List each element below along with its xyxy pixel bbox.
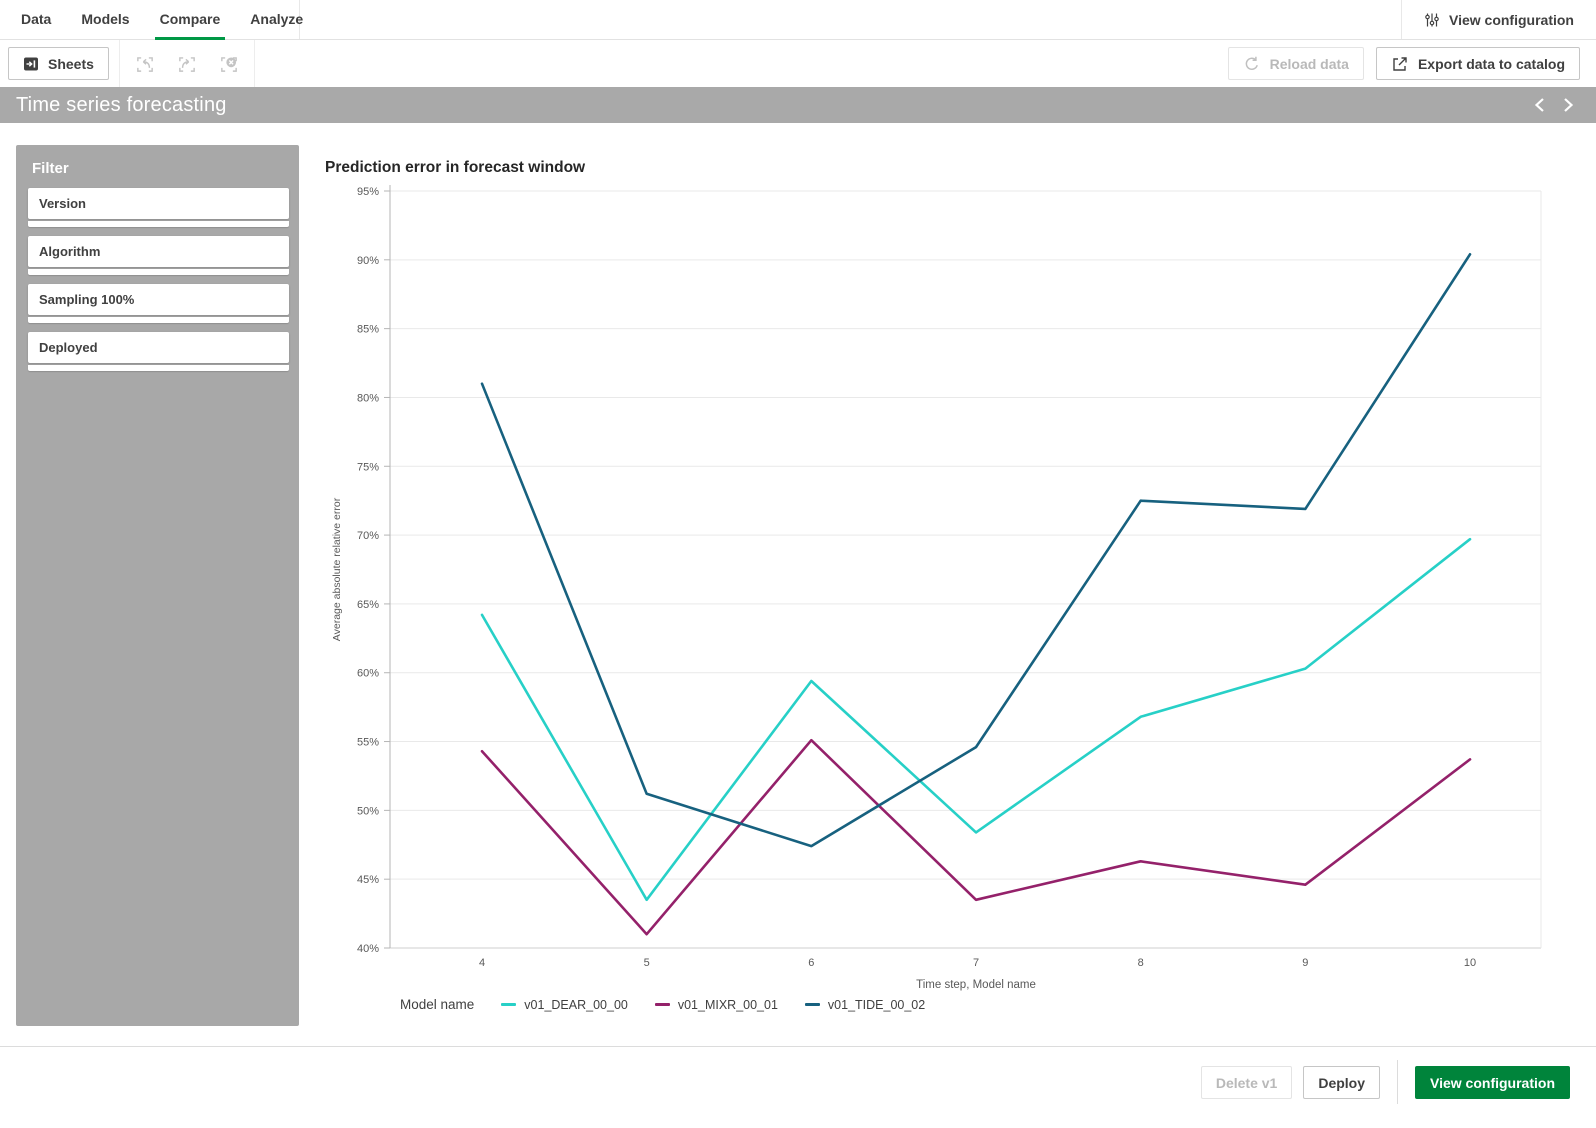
reload-data-label: Reload data [1269,55,1349,72]
clear-selections-button[interactable] [218,53,240,75]
previous-sheet-button[interactable] [1534,97,1545,113]
tab-compare[interactable]: Compare [154,0,226,40]
x-tick-label: 4 [479,957,485,969]
export-data-label: Export data to catalog [1417,55,1565,72]
toolbar: Sheets [0,40,1596,87]
filter-item-body [28,269,289,275]
line-chart: 40% 45% 50% 55% 60% 65% 70% 75% 80% 85% 90% 95% 4 5 6 7… [331,185,1542,991]
legend-label: v01_MIXR_00_01 [677,997,778,1012]
y-axis-title: Average absolute relative error [331,497,343,641]
x-tick-label: 8 [1138,957,1144,969]
legend-label: v01_TIDE_00_02 [827,997,926,1012]
export-icon [1393,56,1407,71]
undo-selection-button[interactable] [134,53,156,75]
tab-models[interactable]: Models [81,11,130,27]
legend-entry-v01_MIXR_00_01[interactable]: v01_MIXR_00_01 [654,997,778,1012]
legend-title: Model name [400,997,475,1012]
chart-title: Prediction error in forecast window [325,159,586,176]
legend-entry-v01_TIDE_00_02[interactable]: v01_TIDE_00_02 [804,997,926,1012]
filter-item-label: Sampling 100% [28,284,289,315]
reload-data-button[interactable]: Reload data [1227,47,1364,80]
legend-swatch [501,1003,517,1006]
y-tick-label: 55% [357,737,379,749]
chevron-right-icon [1564,98,1574,112]
toolbar-right: Reload data Export data to catalog [1227,47,1580,80]
series-line-v01_MIXR_00_01[interactable] [480,738,1472,936]
chart-card: Prediction error in forecast window 40% 4… [316,152,1584,1036]
y-tick-label: 80% [357,392,379,404]
footer-divider [1397,1060,1399,1104]
y-tick-label: 95% [357,186,379,198]
y-tick-label: 90% [357,255,379,267]
filter-item-label: Algorithm [28,236,289,267]
legend-label: v01_DEAR_00_00 [524,997,628,1012]
sheets-icon [24,57,38,70]
nav-tabs: Data Models Compare Analyze [0,0,303,40]
filter-item-label: Deployed [28,332,289,363]
redo-selection-icon [179,56,195,72]
series-line-v01_TIDE_00_02[interactable] [480,253,1472,848]
filter-panel-header: Filter [32,160,69,177]
x-tick-label: 5 [644,957,650,969]
export-data-button[interactable]: Export data to catalog [1375,47,1580,80]
redo-selection-button[interactable] [176,53,198,75]
footer-action-bar: Delete v1 Deploy View configuration [0,1046,1596,1127]
filter-item-body [28,365,289,371]
x-tick-label: 9 [1302,957,1308,969]
y-tick-label: 75% [357,461,379,473]
filter-panel: Filter Version Algorithm Sampling 100% Depl… [16,145,299,1026]
top-nav: Data Models Compare Analyze View configurat… [0,0,1596,40]
y-tick-label: 45% [357,874,379,886]
y-tick-label: 50% [357,805,379,817]
x-axis-title: Time step, Model name [916,979,1036,991]
content-area: Filter Version Algorithm Sampling 100% Depl… [0,123,1596,1046]
view-configuration-nav-label: View configuration [1449,11,1574,28]
filter-item-deployed[interactable]: Deployed [28,332,289,371]
sheets-button[interactable]: Sheets [8,47,109,80]
view-configuration-nav-button[interactable]: View configuration [1401,0,1596,39]
view-configuration-button[interactable]: View configuration [1415,1066,1570,1099]
undo-selection-icon [137,56,153,72]
y-tick-label: 85% [357,324,379,336]
filter-items: Version Algorithm Sampling 100% Deployed [16,188,299,371]
filter-item-label: Version [28,188,289,219]
chevron-left-icon [1534,98,1544,112]
selection-toolbar [118,40,255,87]
y-tick-label: 70% [357,530,379,542]
clear-selections-icon [221,56,237,72]
sliders-icon [1425,13,1439,26]
y-tick-label: 65% [357,599,379,611]
filter-item-body [28,221,289,227]
y-tick-label: 60% [357,668,379,680]
filter-item-sampling-100-[interactable]: Sampling 100% [28,284,289,323]
sheets-button-label: Sheets [48,55,94,72]
x-tick-label: 10 [1464,957,1476,969]
tab-data[interactable]: Data [21,11,52,27]
sheet-navigation [1534,97,1574,113]
x-tick-label: 7 [973,957,979,969]
filter-item-version[interactable]: Version [28,188,289,227]
x-tick-label: 6 [808,957,814,969]
legend-entry-v01_DEAR_00_00[interactable]: v01_DEAR_00_00 [501,998,628,1012]
next-sheet-button[interactable] [1563,97,1574,113]
delete-version-button[interactable]: Delete v1 [1200,1066,1293,1099]
sheet-title: Time series forecasting [16,93,227,116]
sheet-title-bar: Time series forecasting [0,87,1596,123]
legend-swatch [654,1003,670,1006]
y-tick-label: 40% [357,943,379,955]
filter-item-body [28,317,289,323]
reload-icon [1245,56,1258,70]
series-line-v01_DEAR_00_00[interactable] [480,537,1472,902]
tab-analyze[interactable]: Analyze [250,11,304,27]
deploy-button[interactable]: Deploy [1303,1066,1381,1099]
filter-item-algorithm[interactable]: Algorithm [28,236,289,275]
legend-swatch [804,1003,820,1006]
chart-legend: Model name v01_DEAR_00_00 v01_MIXR_00_01 v0… [400,997,925,1012]
